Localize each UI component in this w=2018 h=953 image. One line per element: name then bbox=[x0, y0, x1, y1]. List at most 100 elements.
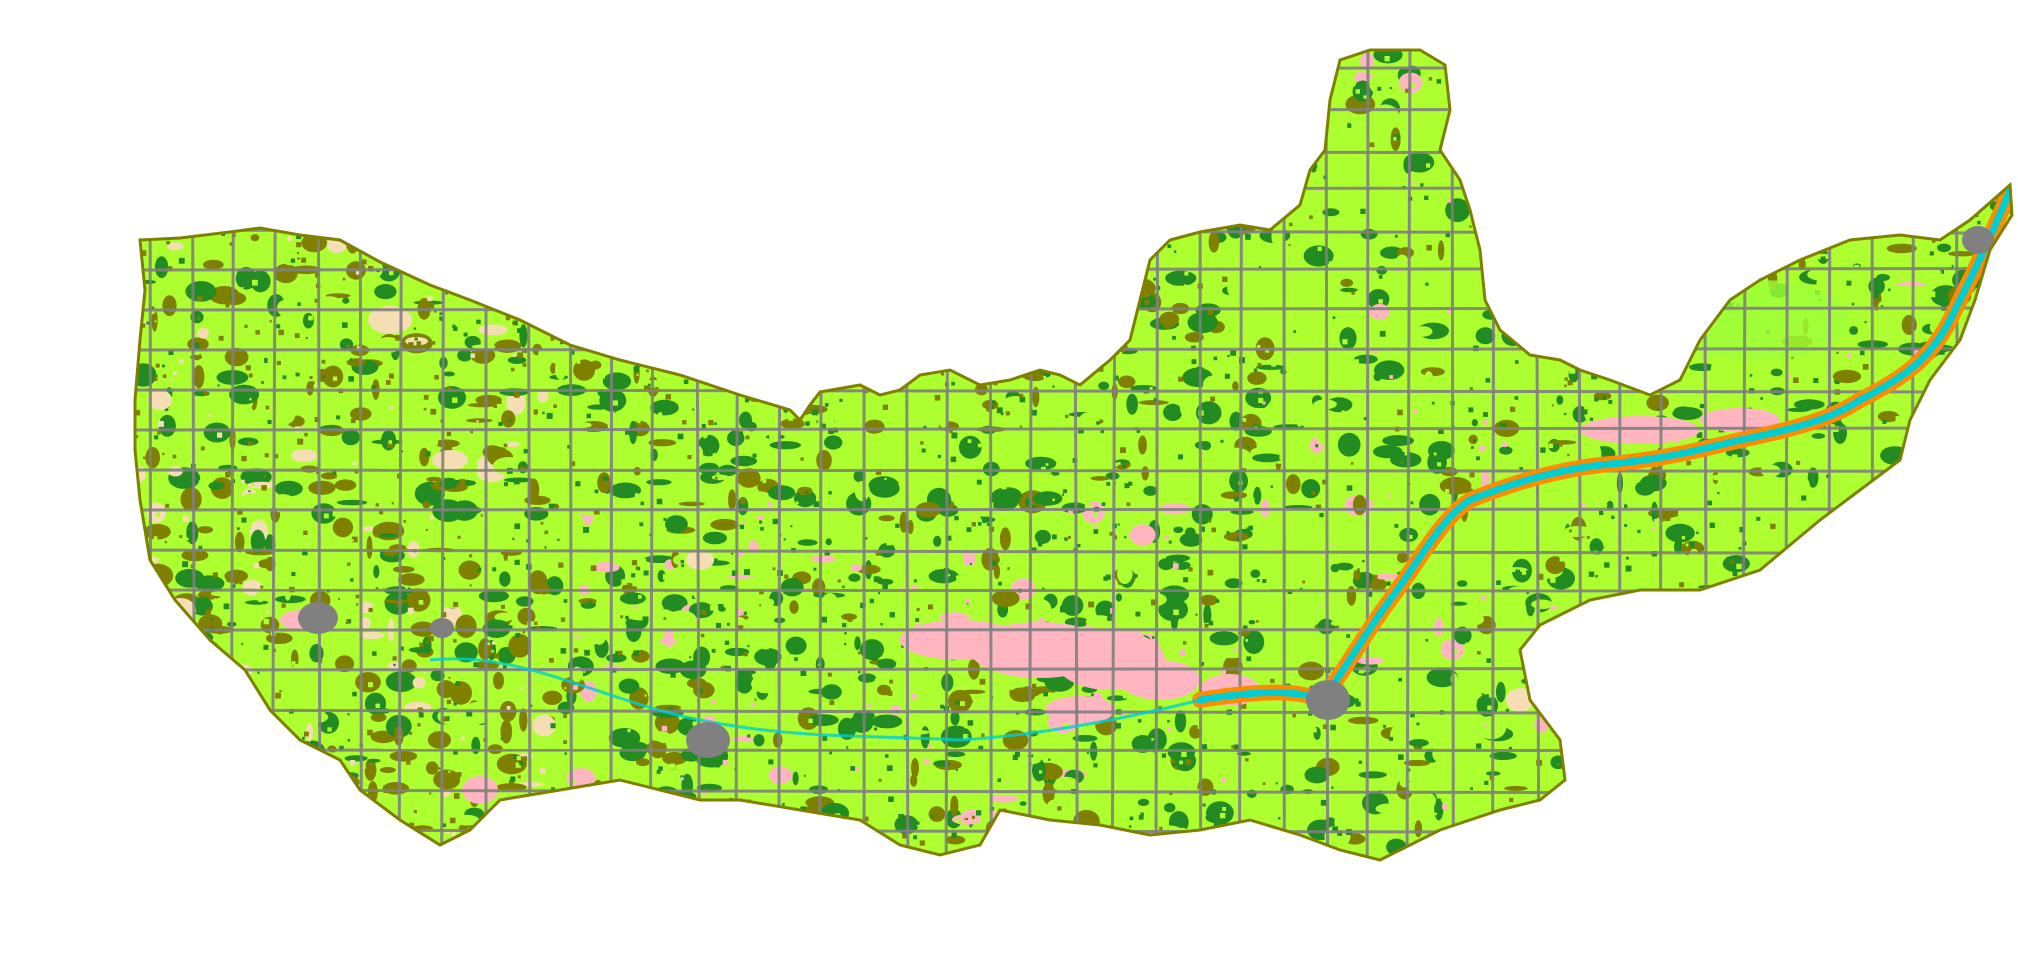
land-cover-pixel bbox=[387, 441, 393, 448]
land-cover-patch bbox=[1651, 697, 1674, 706]
land-cover-patch bbox=[709, 342, 726, 350]
land-cover-pixel bbox=[522, 756, 528, 761]
land-cover-patch bbox=[724, 143, 754, 151]
land-cover-pixel bbox=[1480, 138, 1485, 142]
land-cover-pixel bbox=[1534, 673, 1537, 676]
land-cover-pixel bbox=[394, 146, 398, 150]
land-cover-pixel bbox=[1913, 349, 1919, 355]
land-cover-pixel bbox=[1853, 430, 1857, 434]
land-cover-pixel bbox=[1156, 167, 1161, 172]
land-cover-patch bbox=[974, 256, 981, 271]
land-cover-patch bbox=[637, 40, 659, 48]
land-cover-pixel bbox=[738, 95, 743, 101]
land-cover-pixel bbox=[452, 276, 455, 279]
land-cover-patch bbox=[1498, 35, 1523, 48]
land-cover-pixel bbox=[854, 52, 858, 55]
land-cover-pixel bbox=[1008, 173, 1011, 177]
land-cover-pixel bbox=[1178, 618, 1184, 624]
land-cover-pixel bbox=[169, 217, 175, 224]
land-cover-patch bbox=[713, 125, 735, 131]
land-cover-patch bbox=[1952, 605, 1975, 627]
land-cover-pixel bbox=[1639, 642, 1644, 647]
land-cover-pixel bbox=[1965, 760, 1972, 767]
land-cover-patch bbox=[478, 590, 509, 603]
land-cover-patch bbox=[1971, 688, 1999, 700]
land-cover-pixel bbox=[1959, 674, 1964, 678]
land-cover-patch bbox=[1170, 67, 1185, 90]
land-cover-pixel bbox=[248, 373, 253, 378]
land-cover-patch bbox=[1910, 589, 1937, 594]
land-cover-pixel bbox=[1529, 666, 1533, 671]
land-cover-patch bbox=[446, 257, 462, 267]
land-cover-pixel bbox=[354, 848, 360, 854]
land-cover-pixel bbox=[1411, 626, 1416, 630]
land-cover-pixel bbox=[1005, 256, 1008, 259]
land-cover-pixel bbox=[425, 451, 431, 457]
land-cover-pixel bbox=[1221, 249, 1225, 253]
land-cover-pixel bbox=[1098, 321, 1104, 327]
land-cover-pixel bbox=[1603, 613, 1608, 618]
land-cover-pixel bbox=[356, 603, 359, 606]
land-cover-pixel bbox=[245, 365, 251, 371]
land-cover-pixel bbox=[1282, 176, 1286, 180]
land-cover-pixel bbox=[1060, 824, 1065, 829]
land-cover-patch bbox=[607, 96, 622, 103]
land-cover-pixel bbox=[425, 529, 428, 532]
land-cover-pixel bbox=[1372, 574, 1378, 580]
land-cover-patch bbox=[1085, 615, 1115, 629]
land-cover-pixel bbox=[1306, 597, 1310, 601]
land-cover-pixel bbox=[1379, 122, 1382, 125]
land-cover-pixel bbox=[1389, 168, 1395, 173]
land-cover-pixel bbox=[1045, 851, 1050, 856]
land-cover-patch bbox=[319, 579, 328, 590]
land-cover-pixel bbox=[1042, 587, 1045, 591]
land-cover-patch bbox=[1654, 292, 1665, 300]
land-cover-pixel bbox=[614, 99, 618, 103]
land-cover-pixel bbox=[797, 705, 800, 708]
land-cover-pixel bbox=[404, 835, 411, 842]
land-cover-patch bbox=[1600, 817, 1616, 830]
land-cover-pixel bbox=[692, 595, 696, 599]
land-cover-pixel bbox=[162, 452, 165, 456]
land-cover-pixel bbox=[896, 418, 900, 422]
land-cover-pixel bbox=[1396, 137, 1399, 140]
land-cover-patch bbox=[135, 332, 137, 339]
land-cover-pixel bbox=[701, 405, 706, 410]
land-cover-pixel bbox=[1865, 50, 1870, 55]
land-cover-patch bbox=[859, 639, 885, 661]
land-cover-patch bbox=[694, 183, 726, 201]
land-cover-pixel bbox=[798, 94, 801, 98]
land-cover-patch bbox=[1002, 138, 1013, 149]
land-cover-pixel bbox=[692, 645, 697, 650]
land-cover-pixel bbox=[249, 398, 252, 401]
land-cover-pixel bbox=[563, 714, 567, 719]
land-cover-patch bbox=[1251, 286, 1282, 310]
land-cover-patch bbox=[1568, 170, 1600, 177]
land-cover-patch bbox=[1208, 190, 1217, 203]
land-cover-pixel bbox=[1172, 763, 1176, 767]
land-cover-patch bbox=[455, 814, 480, 826]
land-cover-patch bbox=[1825, 60, 1837, 78]
land-cover-pixel bbox=[333, 59, 339, 64]
land-cover-pixel bbox=[775, 417, 778, 420]
land-cover-patch bbox=[1900, 531, 1913, 549]
land-cover-pixel bbox=[187, 856, 192, 860]
land-cover-patch bbox=[757, 756, 765, 761]
land-cover-pixel bbox=[2007, 489, 2011, 493]
land-cover-patch bbox=[583, 858, 610, 860]
land-cover-patch bbox=[1138, 435, 1147, 455]
land-cover-pixel bbox=[1955, 706, 1960, 710]
land-cover-patch bbox=[808, 64, 827, 84]
land-cover-patch bbox=[375, 533, 398, 538]
land-cover-patch bbox=[1047, 63, 1072, 88]
land-cover-pixel bbox=[498, 421, 503, 426]
land-cover-pixel bbox=[1533, 298, 1537, 302]
land-cover-patch bbox=[1861, 542, 1891, 553]
land-cover-pixel bbox=[1879, 87, 1886, 93]
land-cover-pixel bbox=[1167, 244, 1172, 248]
land-cover-pixel bbox=[1769, 810, 1772, 814]
land-cover-pixel bbox=[1048, 170, 1052, 174]
land-cover-pixel bbox=[1949, 173, 1953, 177]
land-cover-patch bbox=[1924, 393, 1941, 418]
land-cover-patch bbox=[1395, 254, 1409, 268]
